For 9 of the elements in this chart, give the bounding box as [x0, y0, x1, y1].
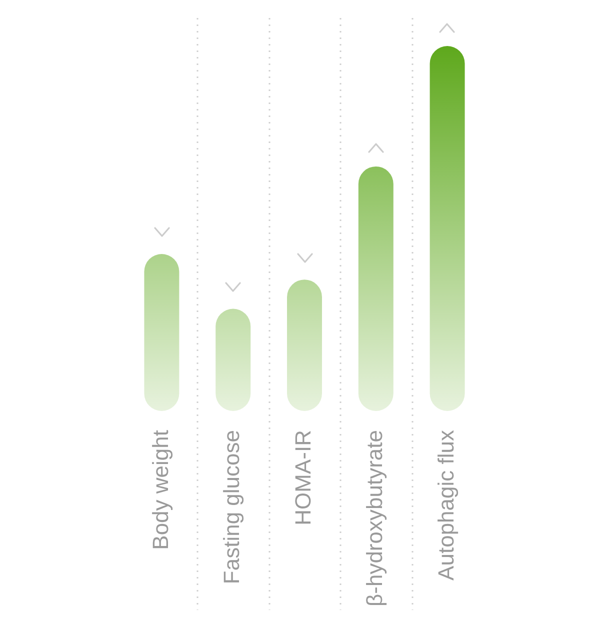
bar [287, 280, 322, 411]
x-tick-label: Autophagic flux [433, 430, 458, 580]
bar [144, 254, 180, 411]
x-tick-label: Body weight [148, 430, 173, 550]
x-tick-label: Fasting glucose [219, 430, 244, 584]
bar [430, 46, 465, 411]
x-tick-label: β-hydroxybutyrate [362, 430, 387, 607]
x-tick-label: HOMA-IR [290, 430, 316, 526]
bar [358, 166, 394, 411]
